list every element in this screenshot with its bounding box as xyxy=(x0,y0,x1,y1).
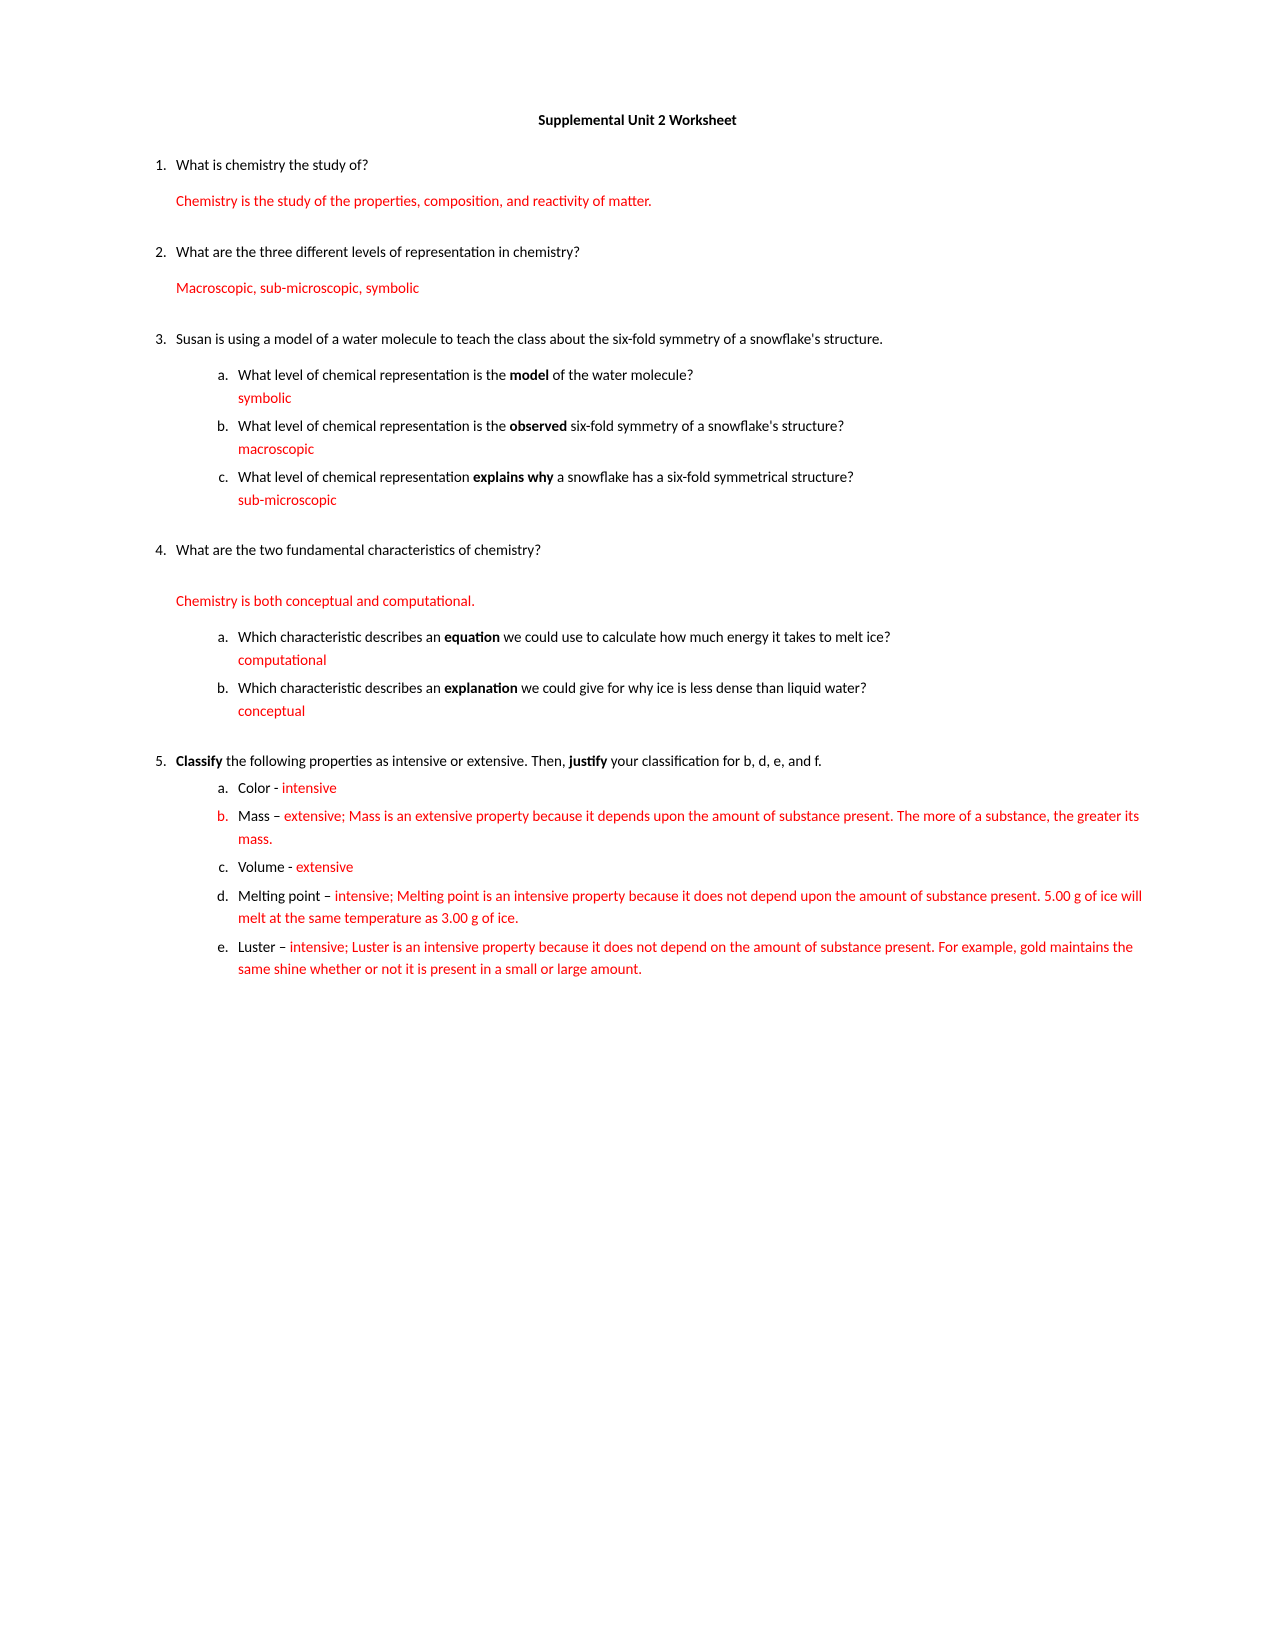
question-list: What is chemistry the study of? Chemistr… xyxy=(130,155,1145,982)
sub-item-b: What level of chemical representation is… xyxy=(232,416,1145,461)
sub-q-bold: model xyxy=(510,367,550,385)
sub-list: Which characteristic describes an equati… xyxy=(176,627,1145,723)
prop-label: Luster – xyxy=(238,939,290,957)
answer-text: Macroscopic, sub-microscopic, symbolic xyxy=(176,278,1145,301)
question-2: What are the three different levels of r… xyxy=(170,242,1145,301)
prop-answer: intensive xyxy=(282,780,337,798)
sub-item-c: Volume - extensive xyxy=(232,857,1145,880)
prop-answer: extensive xyxy=(296,859,353,877)
q5-mid: the following properties as intensive or… xyxy=(223,753,569,771)
sub-q-pre: Which characteristic describes an xyxy=(238,629,444,647)
sub-q-bold: explains why xyxy=(473,469,554,487)
prop-label: Color - xyxy=(238,780,282,798)
question-text: Classify the following properties as int… xyxy=(176,751,1145,774)
sub-q-post: a snowflake has a six-fold symmetrical s… xyxy=(554,469,854,487)
sub-list: Color - intensive Mass – extensive; Mass… xyxy=(176,778,1145,982)
prop-answer: intensive; Luster is an intensive proper… xyxy=(238,939,1133,980)
question-text: What are the two fundamental characteris… xyxy=(176,540,1145,563)
sub-answer: computational xyxy=(238,652,327,670)
sub-item-b: Which characteristic describes an explan… xyxy=(232,678,1145,723)
q5-bold1: Classify xyxy=(176,753,223,771)
question-text: What is chemistry the study of? xyxy=(176,155,1145,178)
prop-answer: intensive; Melting point is an intensive… xyxy=(238,888,1142,929)
sub-item-c: What level of chemical representation ex… xyxy=(232,467,1145,512)
prop-label: Volume - xyxy=(238,859,296,877)
question-4: What are the two fundamental characteris… xyxy=(170,540,1145,723)
sub-q-post: six-fold symmetry of a snowflake's struc… xyxy=(567,418,844,436)
sub-item-e: Luster – intensive; Luster is an intensi… xyxy=(232,937,1145,982)
sub-q-pre: Which characteristic describes an xyxy=(238,680,444,698)
sub-item-d: Melting point – intensive; Melting point… xyxy=(232,886,1145,931)
sub-answer: conceptual xyxy=(238,703,305,721)
question-text: What are the three different levels of r… xyxy=(176,242,1145,265)
sub-q-pre: What level of chemical representation xyxy=(238,469,473,487)
prop-label: Mass – xyxy=(238,808,284,826)
sub-q-pre: What level of chemical representation is… xyxy=(238,367,510,385)
sub-answer: symbolic xyxy=(238,390,291,408)
q5-bold2: justify xyxy=(569,753,607,771)
q5-post: your classification for b, d, e, and f. xyxy=(607,753,821,771)
question-text: Susan is using a model of a water molecu… xyxy=(176,329,1145,352)
question-3: Susan is using a model of a water molecu… xyxy=(170,329,1145,513)
answer-text: Chemistry is the study of the properties… xyxy=(176,191,1145,214)
sub-list: What level of chemical representation is… xyxy=(176,365,1145,512)
page-title: Supplemental Unit 2 Worksheet xyxy=(130,110,1145,133)
sub-item-a: Color - intensive xyxy=(232,778,1145,801)
sub-item-b: Mass – extensive; Mass is an extensive p… xyxy=(232,806,1145,851)
sub-item-a: What level of chemical representation is… xyxy=(232,365,1145,410)
question-5: Classify the following properties as int… xyxy=(170,751,1145,982)
sub-item-a: Which characteristic describes an equati… xyxy=(232,627,1145,672)
sub-q-pre: What level of chemical representation is… xyxy=(238,418,510,436)
prop-answer: extensive; Mass is an extensive property… xyxy=(238,808,1139,849)
sub-q-bold: observed xyxy=(510,418,568,436)
sub-q-post: of the water molecule? xyxy=(549,367,693,385)
worksheet-page: Supplemental Unit 2 Worksheet What is ch… xyxy=(0,0,1275,1651)
sub-q-post: we could give for why ice is less dense … xyxy=(518,680,867,698)
sub-answer: sub-microscopic xyxy=(238,492,337,510)
prop-label: Melting point – xyxy=(238,888,335,906)
question-1: What is chemistry the study of? Chemistr… xyxy=(170,155,1145,214)
sub-q-bold: equation xyxy=(444,629,500,647)
answer-text: Chemistry is both conceptual and computa… xyxy=(176,591,1145,614)
sub-q-post: we could use to calculate how much energ… xyxy=(500,629,891,647)
sub-q-bold: explanation xyxy=(444,680,518,698)
sub-answer: macroscopic xyxy=(238,441,314,459)
